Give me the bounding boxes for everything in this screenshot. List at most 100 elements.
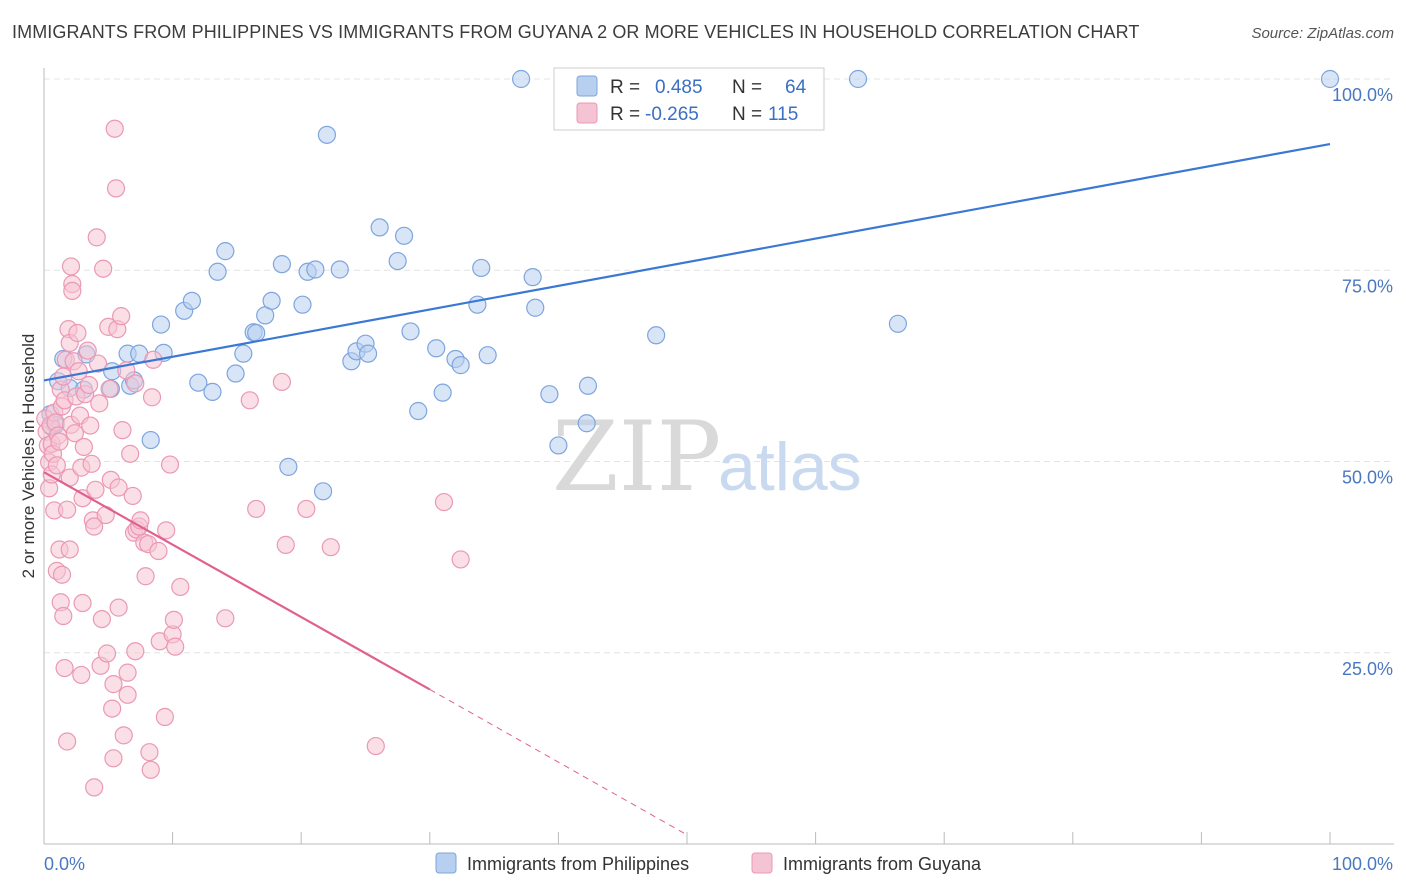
- legend-swatch-blue: [576, 75, 598, 97]
- guyana-point-65: [100, 379, 119, 398]
- philippines-trend-line: [43, 142, 1331, 382]
- philippines-point-31: [293, 295, 312, 314]
- guyana-point-31: [60, 540, 79, 559]
- philippines-point-21: [208, 262, 227, 281]
- legend-r-value-1: 0.485: [655, 77, 703, 98]
- legend-n-label-2: N =: [732, 104, 762, 125]
- guyana-point-27: [58, 732, 77, 751]
- guyana-point-90: [136, 567, 155, 586]
- philippines-point-52: [478, 346, 497, 365]
- y-tick-label-75: 75.0%: [1342, 276, 1393, 296]
- philippines-point-29: [272, 255, 292, 274]
- guyana-point-112: [366, 736, 385, 756]
- series-legend-label-philippines: Immigrants from Philippines: [467, 854, 689, 874]
- guyana-point-43: [72, 665, 91, 685]
- legend-n-value-2: 115: [768, 104, 798, 125]
- gridlines: [44, 78, 1394, 654]
- guyana-point-73: [109, 478, 128, 497]
- philippines-point-42: [388, 251, 407, 271]
- guyana-point-106: [240, 391, 259, 410]
- guyana-point-110: [297, 499, 316, 519]
- philippines-point-26: [247, 323, 266, 343]
- y-axis-tick-labels: 25.0% 50.0% 75.0% 100.0%: [1332, 85, 1393, 679]
- guyana-point-24: [55, 658, 74, 678]
- guyana-point-63: [97, 644, 117, 663]
- guyana-point-77: [114, 726, 133, 745]
- guyana-point-68: [104, 675, 123, 694]
- guyana-point-55: [86, 480, 105, 499]
- guyana-point-93: [141, 760, 160, 779]
- series-legend-swatch-guyana: [751, 852, 773, 874]
- philippines-point-35: [317, 125, 337, 144]
- guyana-point-61: [94, 259, 113, 278]
- philippines-point-44: [401, 322, 420, 341]
- guyana-point-50: [81, 416, 100, 435]
- guyana-point-113: [434, 492, 454, 512]
- philippines-point-43: [394, 226, 414, 245]
- philippines-point-20: [203, 382, 222, 401]
- guyana-point-104: [171, 577, 190, 597]
- philippines-point-22: [216, 242, 235, 261]
- guyana-point-98: [155, 707, 174, 727]
- guyana-point-57: [88, 354, 108, 373]
- philippines-point-46: [427, 339, 446, 358]
- philippines-point-61: [848, 69, 868, 89]
- watermark-zip: ZIP: [552, 401, 721, 513]
- philippines-point-36: [330, 260, 349, 279]
- legend-n-label-1: N =: [732, 77, 762, 98]
- philippines-point-60: [647, 326, 666, 345]
- guyana-point-111: [321, 538, 340, 557]
- philippines-point-33: [306, 260, 325, 279]
- guyana-point-81: [121, 444, 140, 463]
- chart-title: IMMIGRANTS FROM PHILIPPINES VS IMMIGRANT…: [12, 22, 1140, 42]
- x-axis-ticks: [172, 832, 1331, 844]
- philippines-point-56: [540, 385, 559, 404]
- guyana-trend-line: [43, 471, 431, 691]
- guyana-point-85: [126, 642, 145, 661]
- guyana-point-53: [85, 517, 104, 536]
- philippines-point-47: [433, 383, 452, 402]
- guyana-point-99: [157, 521, 176, 540]
- guyana-point-33: [61, 257, 81, 276]
- y-tick-label-25: 25.0%: [1342, 659, 1393, 679]
- philippines-point-49: [451, 356, 470, 375]
- philippines-point-58: [577, 414, 596, 433]
- legend-r-label-1: R =: [610, 77, 640, 98]
- guyana-point-102: [164, 610, 183, 629]
- legend-r-value-2: -0.265: [645, 104, 699, 125]
- philippines-point-62: [888, 314, 908, 333]
- guyana-point-69: [104, 749, 123, 768]
- x-tick-label-min: 0.0%: [44, 854, 85, 874]
- guyana-point-56: [87, 228, 106, 247]
- watermark-atlas: atlas: [718, 429, 862, 505]
- data-points: [36, 69, 1340, 797]
- philippines-point-55: [526, 298, 545, 317]
- guyana-point-94: [142, 388, 162, 407]
- guyana-trend-line-extension: [429, 689, 688, 836]
- guyana-point-71: [106, 179, 126, 198]
- guyana-point-109: [276, 535, 295, 554]
- guyana-point-60: [92, 609, 111, 629]
- guyana-point-103: [166, 637, 185, 656]
- philippines-point-14: [141, 430, 160, 450]
- correlation-legend: R = 0.485 N = 64 R = -0.265 N = 115: [553, 67, 825, 131]
- guyana-point-70: [105, 119, 124, 138]
- legend-r-label-2: R =: [610, 104, 640, 125]
- x-tick-label-max: 100.0%: [1332, 854, 1393, 874]
- guyana-point-114: [451, 550, 470, 569]
- y-tick-label-100: 100.0%: [1332, 85, 1393, 105]
- philippines-point-59: [578, 376, 598, 395]
- philippines-point-57: [549, 436, 568, 455]
- guyana-point-100: [160, 455, 180, 474]
- philippines-point-45: [409, 401, 428, 421]
- guyana-point-49: [79, 375, 99, 395]
- guyana-point-107: [247, 499, 266, 519]
- y-tick-label-50: 50.0%: [1342, 468, 1393, 488]
- guyana-point-82: [123, 486, 142, 506]
- guyana-point-39: [68, 323, 87, 343]
- y-axis-label: 2 or more Vehicles in Household: [19, 334, 38, 579]
- philippines-point-19: [189, 373, 208, 392]
- trend-lines: [43, 142, 1331, 836]
- philippines-point-28: [262, 291, 281, 310]
